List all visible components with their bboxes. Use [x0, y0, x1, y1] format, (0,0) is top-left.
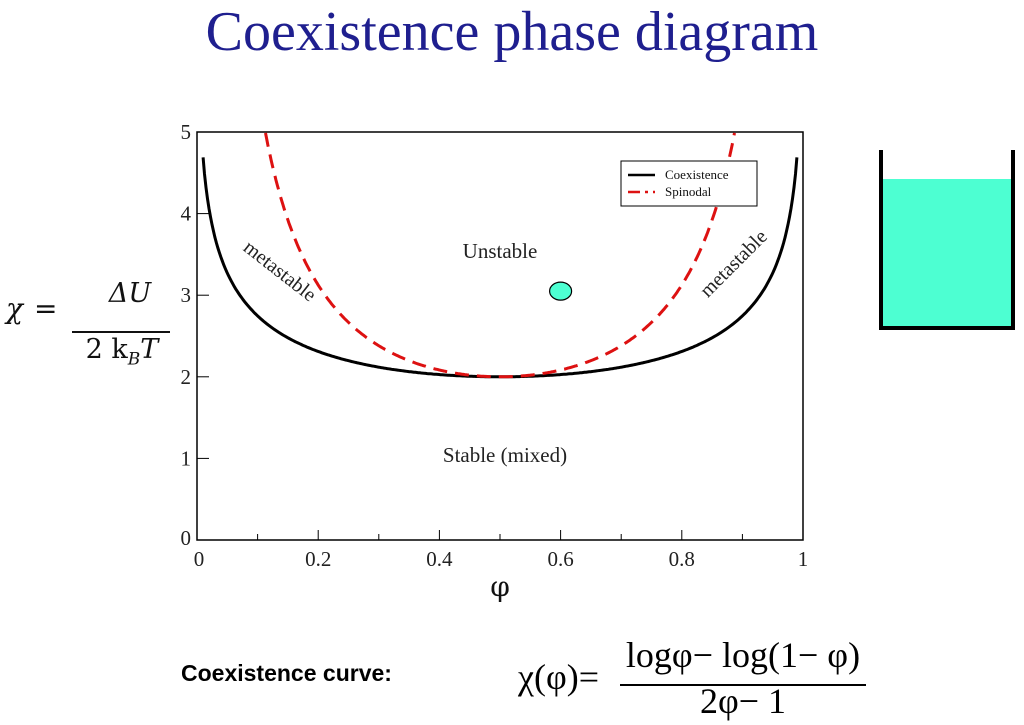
equals-sign: =: [34, 292, 58, 325]
formula-lhs: χ(φ)=: [518, 657, 600, 697]
chi-definition-equation: χ = ΔU 2 kBT: [4, 278, 174, 384]
stable-label: Stable (mixed): [443, 443, 567, 467]
beaker-wall-right: [1011, 150, 1015, 330]
spinodal-curve: [264, 132, 736, 379]
y-tick-label: 5: [181, 120, 192, 144]
metastable-label-left: metastable: [239, 236, 320, 306]
legend-box: [620, 160, 758, 207]
x-tick-label: 0.8: [669, 547, 695, 571]
x-tick-label: 1: [798, 547, 809, 571]
equation-numerator: ΔU: [108, 278, 152, 309]
y-tick-label: 2: [181, 365, 192, 389]
beaker-wall-left: [879, 150, 883, 330]
formula-numerator: logφ− log(1− φ): [625, 635, 861, 675]
coexistence-caption: Coexistence curve:: [181, 660, 392, 686]
coexistence-formula: χ(φ)= logφ− log(1− φ) 2φ− 1: [518, 635, 868, 722]
equation-denominator: 2 kBT: [85, 334, 159, 370]
x-axis-label: φ: [490, 570, 510, 603]
beaker-liquid: [883, 179, 1011, 326]
chi-symbol: χ: [6, 292, 23, 325]
beaker-bottom: [879, 326, 1015, 330]
x-tick-label: 0.6: [547, 547, 573, 571]
fraction-bar: [72, 331, 170, 333]
y-tick-label: 4: [181, 202, 192, 226]
y-tick-label: 1: [181, 446, 192, 470]
x-tick-label: 0.2: [305, 547, 331, 571]
formula-fraction-bar: [620, 684, 866, 686]
beaker-illustration: [879, 150, 1015, 330]
x-tick-label: 0: [194, 547, 205, 571]
x-tick-label: 0.4: [426, 547, 453, 571]
unstable-label: Unstable: [463, 239, 538, 263]
formula-denominator: 2φ− 1: [699, 681, 787, 721]
y-tick-label: 3: [181, 283, 192, 307]
y-tick-label: 0: [181, 526, 192, 550]
legend-coexistence-label: Coexistence: [665, 167, 729, 182]
state-point-marker: [548, 281, 573, 301]
legend-spinodal-label: Spinodal: [665, 184, 712, 199]
page-title: Coexistence phase diagram: [205, 1, 819, 63]
